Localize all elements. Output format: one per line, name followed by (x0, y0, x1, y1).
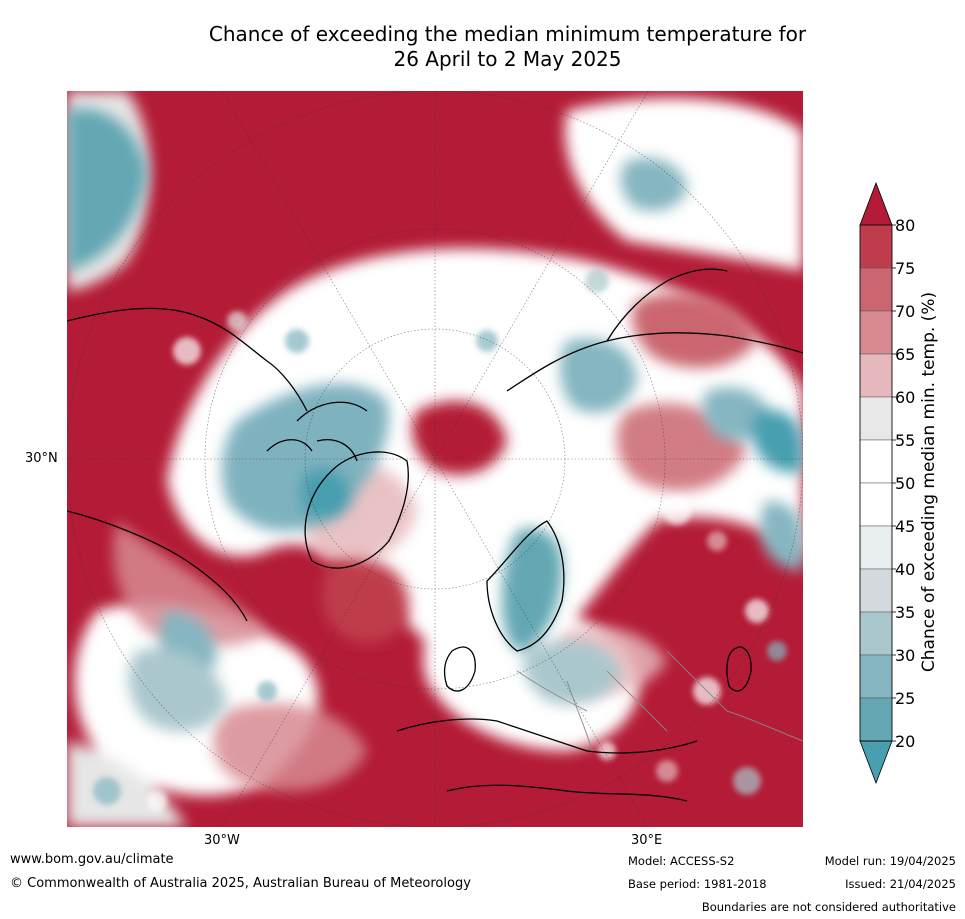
colorbar-tick-label: 25 (895, 689, 915, 708)
high-chance-east-siberia (632, 293, 757, 368)
colorbar-tick-label: 65 (895, 345, 915, 364)
low-chance-northwest (67, 108, 147, 271)
low-chance-arabia (760, 501, 803, 571)
title-line-1: Chance of exceeding the median minimum t… (208, 22, 807, 46)
coast-mediterranean (446, 784, 688, 802)
colorbar-bin (859, 654, 893, 699)
high-chance-central-arctic (412, 401, 507, 475)
low-chance-central-europe (502, 528, 563, 651)
footer-copyright: © Commonwealth of Australia 2025, Austra… (10, 876, 471, 891)
colorbar-tick-label: 30 (895, 646, 915, 665)
colorbar-bin (859, 224, 893, 269)
speckle-overlay (93, 269, 787, 811)
colorbar-tick-label: 35 (895, 603, 915, 622)
latitude-label-30n: 30°N (25, 451, 58, 466)
footer-model: Model: ACCESS-S2 (628, 854, 735, 868)
colorbar-bin (859, 568, 893, 613)
coast-siberia (506, 332, 803, 392)
low-chance-east-europe (523, 640, 622, 705)
footer-url: www.bom.gov.au/climate (10, 852, 174, 867)
colorbar-bin (859, 611, 893, 656)
coastlines (67, 268, 803, 802)
colorbar-bin (859, 396, 893, 441)
pink-zone-atlantic (213, 703, 367, 791)
colorbar-tick-label: 55 (895, 431, 915, 450)
low-chance-northeast (620, 157, 687, 211)
colorbar-bin (859, 439, 893, 484)
coast-north-america (67, 307, 308, 622)
colorbar-bin (859, 482, 893, 527)
colorbar-tick-label: 80 (895, 216, 915, 235)
longitude-label-30e: 30°E (631, 833, 663, 848)
coast-greenland (304, 451, 409, 569)
colorbar-bin (859, 525, 893, 570)
colorbar-bin (859, 267, 893, 312)
coast-scandinavia (486, 520, 565, 652)
chart-title: Chance of exceeding the median minimum t… (90, 22, 925, 72)
colorbar-bin (859, 697, 893, 742)
footer-disclaimer: Boundaries are not considered authoritat… (701, 900, 956, 914)
coast-taymyr (606, 268, 728, 342)
colorbar-tick-label: 60 (895, 388, 915, 407)
colorbar-title: Chance of exceeding median min. temp. (%… (919, 291, 939, 673)
coast-europe (396, 718, 698, 754)
colorbar-tick-label: 40 (895, 560, 915, 579)
low-chance-baffin (299, 467, 352, 521)
footer-base-period: Base period: 1981-2018 (628, 877, 767, 891)
colorbar-bin-above-80 (859, 181, 893, 226)
colorbar-tick-label: 20 (895, 732, 915, 751)
pink-zone-north-america (113, 521, 267, 646)
colorbar: 80 75 70 65 60 55 50 45 40 35 30 25 20 (859, 181, 915, 785)
coast-canadian-archipelago (266, 401, 368, 462)
coast-caspian (726, 646, 752, 692)
colorbar-tick-label: 50 (895, 474, 915, 493)
title-line-2: 26 April to 2 May 2025 (393, 47, 622, 71)
colorbar-tick-label: 75 (895, 259, 915, 278)
footer-model-run: Model run: 19/04/2025 (824, 854, 956, 868)
colorbar-bin (859, 310, 893, 355)
colorbar-bin-below-20 (859, 740, 893, 785)
colorbar-bin (859, 353, 893, 398)
probability-map (67, 91, 803, 827)
colorbar-tick-label: 70 (895, 302, 915, 321)
colorbar-tick-label: 45 (895, 517, 915, 536)
footer-issued: Issued: 21/04/2025 (845, 877, 956, 891)
low-chance-russia (560, 338, 637, 413)
low-chance-atlantic (128, 648, 227, 732)
graticule (67, 91, 803, 827)
coast-uk (443, 646, 476, 692)
low-chance-central-asia (752, 409, 803, 473)
longitude-label-30w: 30°W (204, 833, 240, 848)
national-borders (516, 650, 803, 752)
